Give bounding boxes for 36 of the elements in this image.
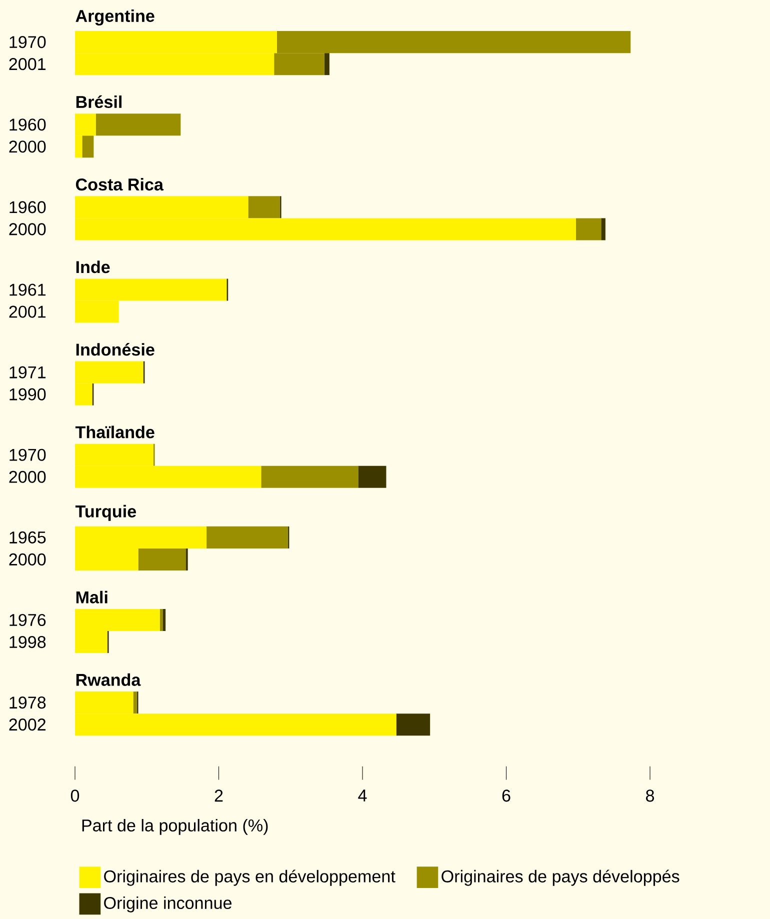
y-tick-label: 1998 xyxy=(10,636,46,648)
legend-label: Originaires de pays développés xyxy=(442,870,680,886)
annotation: Argentine xyxy=(76,9,154,26)
y-tick-label: 1971 xyxy=(10,366,46,378)
y-tick-label: 2001 xyxy=(9,306,46,318)
annotation: Rwanda xyxy=(76,673,141,686)
x-tick-label: 4 xyxy=(358,790,367,802)
y-tick-label: 2000 xyxy=(9,470,46,483)
y-tick-label: 1965 xyxy=(10,531,46,544)
annotation: Mali xyxy=(76,590,108,604)
y-tick-label: 2000 xyxy=(9,223,46,236)
annotation: Costa Rica xyxy=(76,178,164,191)
annotation: Thaïlande xyxy=(75,426,154,438)
y-tick-label: 1978 xyxy=(10,696,46,709)
y-tick-label: 2001 xyxy=(9,58,46,70)
x-tick-label: 2 xyxy=(214,790,223,802)
annotation: Turquie xyxy=(75,504,136,521)
x-tick-label: 0 xyxy=(70,790,80,802)
annotation: Brésil xyxy=(76,95,122,108)
legend-label: Originaires de pays en développement xyxy=(104,870,396,886)
y-tick-label: 2002 xyxy=(9,718,46,731)
y-tick-label: 2000 xyxy=(9,140,46,153)
y-tick-label: 1970 xyxy=(10,36,46,48)
x-axis-title: Part de la population (%) xyxy=(82,818,268,835)
x-tick-label: 8 xyxy=(646,790,654,802)
y-tick-label: 1960 xyxy=(10,118,46,131)
annotation: Inde xyxy=(76,260,110,274)
annotation: Indonésie xyxy=(76,343,154,356)
y-tick-label: 1976 xyxy=(10,614,46,626)
y-tick-label: 1961 xyxy=(10,284,46,296)
x-tick-label: 6 xyxy=(502,790,510,802)
y-tick-label: 1960 xyxy=(10,201,46,214)
y-tick-label: 2000 xyxy=(9,553,46,566)
y-tick-label: 1990 xyxy=(10,388,46,400)
y-tick-label: 1970 xyxy=(10,448,46,461)
legend-label: Origine inconnue xyxy=(104,896,232,912)
